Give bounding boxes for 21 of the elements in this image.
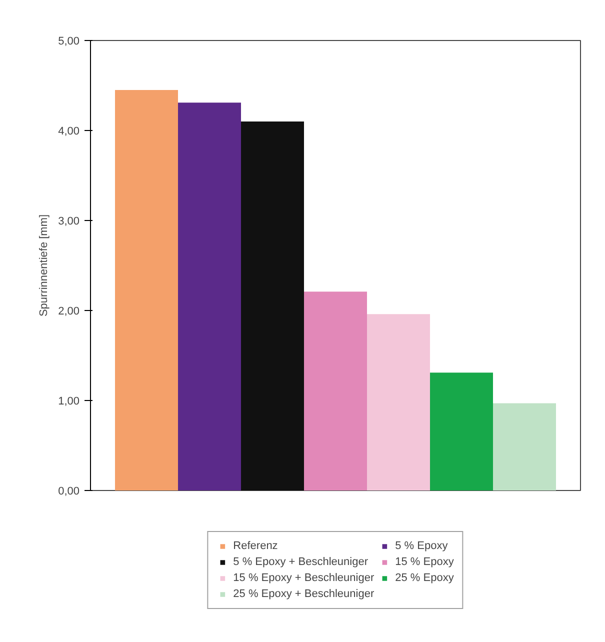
- bar: [304, 292, 367, 490]
- bar: [241, 122, 304, 490]
- y-tick-label: 3,00: [58, 216, 80, 228]
- legend-label: Referenz: [233, 540, 278, 552]
- y-tick-label: 2,00: [58, 306, 80, 318]
- legend-label: 25 % Epoxy: [395, 572, 454, 584]
- bar: [493, 403, 556, 490]
- legend-label: 15 % Epoxy + Beschleuniger: [233, 572, 374, 584]
- y-tick-label: 5,00: [58, 36, 80, 48]
- legend-label: 15 % Epoxy: [395, 556, 454, 568]
- y-tick-label: 0,00: [58, 486, 80, 498]
- legend-label: 25 % Epoxy + Beschleuniger: [233, 588, 374, 600]
- bar: [430, 372, 493, 490]
- y-tick-label: 1,00: [58, 396, 80, 408]
- y-tick-label: 4,00: [58, 126, 80, 138]
- bar: [178, 102, 241, 490]
- legend-label: 5 % Epoxy + Beschleuniger: [233, 556, 368, 568]
- bar: [367, 314, 430, 490]
- legend-label: 5 % Epoxy: [395, 540, 448, 552]
- y-axis-title: Spurrinnentiefe [mm]: [38, 214, 50, 317]
- bar: [115, 90, 178, 490]
